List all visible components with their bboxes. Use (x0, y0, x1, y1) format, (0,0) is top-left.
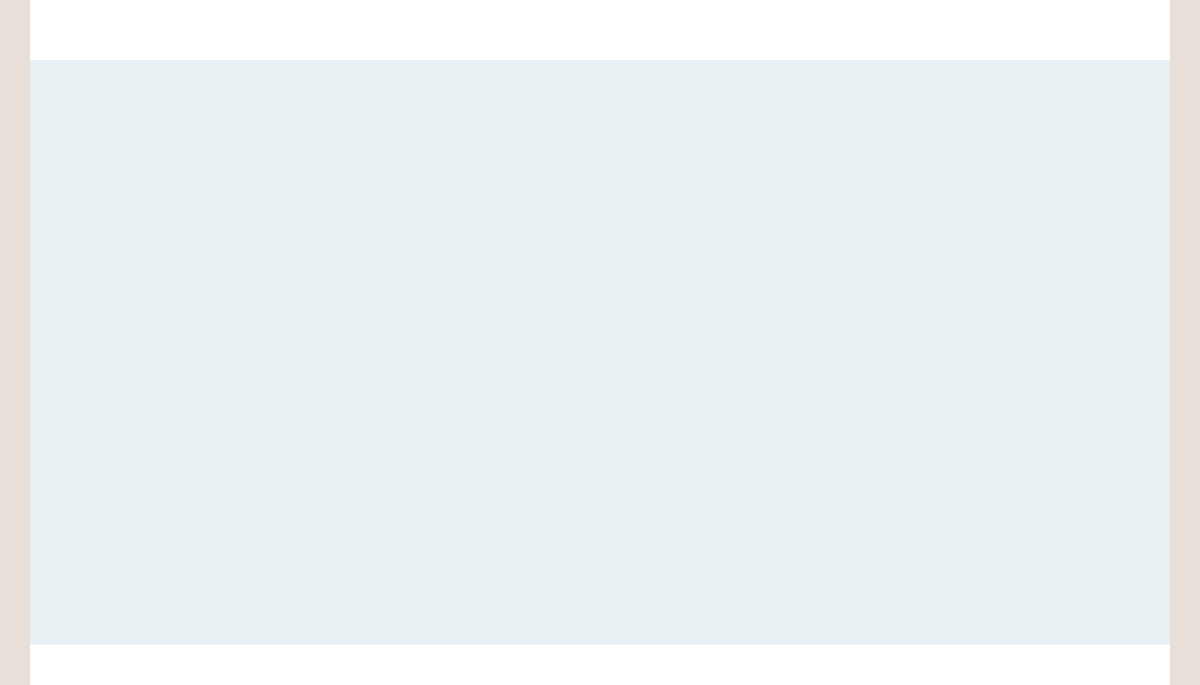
Text: If the current through a 8 mH inductor is increasing: If the current through a 8 mH inductor i… (100, 150, 959, 183)
Text: at 4 A/s, what is the voltage across the inductor?: at 4 A/s, what is the voltage across the… (100, 208, 918, 241)
Text: 2.00 mV: 2.00 mV (155, 525, 295, 558)
Text: 32.00 V: 32.00 V (155, 371, 284, 403)
Text: 32.00 mV: 32.00 mV (155, 451, 317, 484)
Text: 2.00 V: 2.00 V (155, 295, 263, 329)
